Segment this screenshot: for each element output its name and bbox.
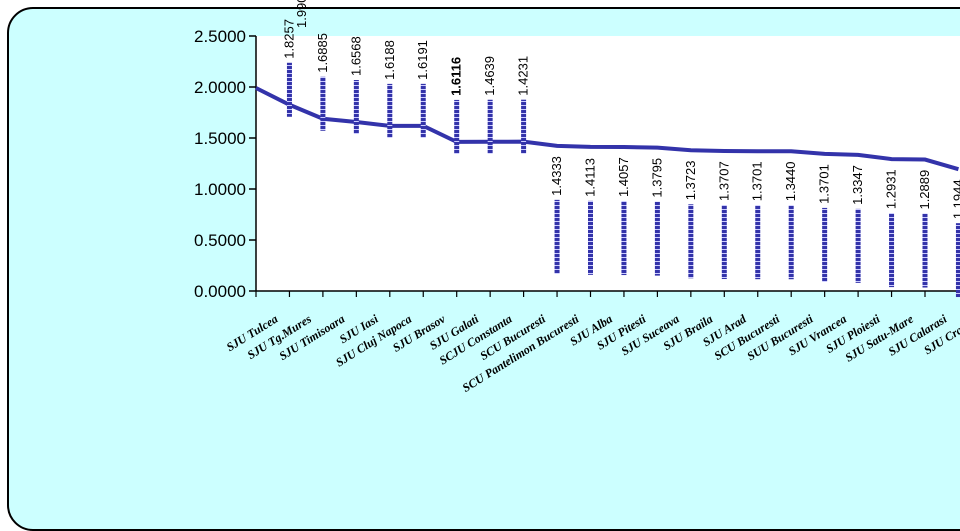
error-bar: [286, 62, 292, 117]
data-label: 1.3707: [716, 161, 731, 201]
y-tick-label: 2.5000: [194, 27, 246, 46]
data-label: 1.3440: [783, 161, 798, 201]
error-bar: [554, 199, 560, 274]
data-label: 1.4639: [482, 56, 497, 96]
error-bar: [889, 213, 895, 288]
error-bar: [621, 201, 627, 276]
y-tick-label: 0.0000: [194, 282, 246, 301]
y-tick-label: 0.5000: [194, 231, 246, 250]
error-bar: [420, 83, 426, 138]
data-label: 1.4057: [616, 157, 631, 197]
error-bar: [955, 223, 960, 298]
data-label: 1.3723: [683, 161, 698, 201]
error-bar: [822, 207, 828, 282]
data-label: 1.9900: [294, 0, 309, 28]
error-bar: [521, 99, 527, 154]
error-bar: [688, 204, 694, 279]
error-bar: [721, 205, 727, 280]
data-label: 1.6116: [449, 57, 464, 96]
error-bar: [454, 99, 460, 154]
error-bar: [654, 201, 660, 276]
data-label: 1.3701: [817, 164, 832, 204]
error-bar: [588, 200, 593, 275]
y-tick-label: 1.5000: [194, 129, 246, 148]
error-bar: [755, 205, 761, 280]
data-label: 1.4333: [549, 156, 564, 196]
data-label: 1.2931: [884, 169, 899, 209]
error-bar: [353, 80, 359, 135]
error-bar: [922, 213, 928, 288]
error-bar: [855, 208, 861, 283]
data-label: 1.4231: [516, 56, 531, 96]
data-label: 1.6885: [315, 33, 330, 73]
series-line: [255, 86, 960, 172]
data-label: 1.6188: [382, 40, 397, 80]
data-label: 1.6191: [415, 40, 430, 80]
data-label: 1.4113: [583, 158, 598, 197]
error-bar: [487, 99, 493, 154]
y-tick-label: 1.0000: [194, 180, 246, 199]
data-label: 1.3347: [850, 165, 865, 205]
data-label: 1.2889: [917, 170, 932, 210]
plot-area: [256, 36, 960, 291]
error-bar: [387, 83, 393, 138]
data-label: 1.1944: [950, 179, 960, 219]
y-tick-label: 2.0000: [194, 78, 246, 97]
error-bar: [788, 205, 794, 280]
line-chart: 0.00000.50001.00001.50002.00002.5000SJU …: [194, 0, 960, 395]
error-bar: [320, 76, 326, 131]
data-label: 1.3795: [649, 158, 664, 198]
data-label: 1.8257: [281, 19, 296, 59]
data-label: 1.6568: [348, 36, 363, 76]
data-label: 1.3701: [750, 161, 765, 201]
